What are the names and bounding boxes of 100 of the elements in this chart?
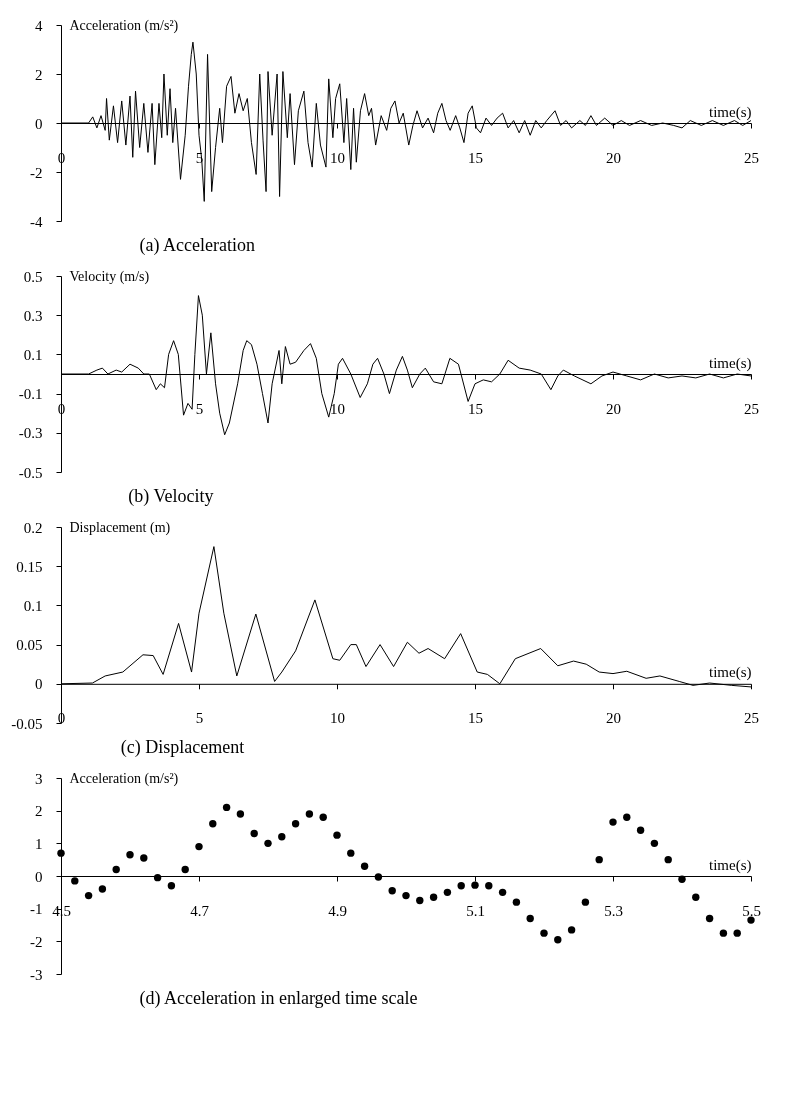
y-tick-label: 1 — [35, 835, 43, 852]
y-tick-label: -2 — [30, 933, 43, 950]
point — [305, 810, 314, 818]
x-tick-label: 5 — [195, 400, 204, 417]
point — [209, 820, 217, 828]
point — [140, 854, 148, 862]
x-tick-label: 10 — [330, 710, 345, 727]
point — [650, 839, 659, 848]
point — [126, 851, 134, 859]
point — [374, 873, 383, 881]
point — [554, 936, 562, 944]
point — [167, 882, 176, 890]
x-tick-label: 25 — [744, 149, 759, 166]
y-tick-label: 0.3 — [23, 307, 43, 324]
x-tick-label: 15 — [468, 400, 483, 417]
x-axis-title: time(s) — [709, 103, 752, 121]
x-tick-label: 5 — [195, 710, 204, 727]
x-axis-title: time(s) — [709, 354, 752, 372]
point — [471, 881, 479, 889]
y-axis-title: Displacement (m) — [69, 519, 171, 536]
text: (c) Displacement — [120, 737, 245, 758]
point — [678, 875, 686, 883]
y-axis-title: Acceleration (m/s²) — [69, 770, 179, 787]
point — [112, 865, 120, 874]
y-tick-label: -0.05 — [11, 715, 43, 732]
point — [457, 882, 465, 890]
x-tick-label: 4.9 — [328, 902, 347, 919]
y-tick-label: 0.5 — [23, 268, 43, 285]
y-tick-label: -2 — [30, 164, 43, 181]
y-tick-label: 0 — [35, 115, 43, 132]
y-tick-label: 0.1 — [23, 597, 43, 614]
point — [429, 893, 438, 901]
point — [705, 914, 714, 923]
point — [153, 873, 162, 882]
x-tick-label: 5.1 — [466, 902, 485, 919]
point — [540, 929, 548, 937]
x-tick-label: 10 — [330, 149, 345, 166]
point — [264, 839, 272, 848]
point — [57, 849, 65, 857]
x-tick-label: 15 — [468, 149, 483, 166]
y-tick-label: -0.3 — [18, 425, 43, 442]
y-tick-label: -0.1 — [18, 386, 43, 403]
x-tick-label: 25 — [744, 400, 759, 417]
y-tick-label: 0.15 — [16, 558, 43, 575]
point — [485, 882, 493, 890]
point — [416, 896, 424, 905]
point — [636, 826, 645, 834]
y-axis-title: Velocity (m/s) — [69, 268, 150, 285]
y-axis-title: Acceleration (m/s²) — [69, 17, 179, 34]
x-tick-label: 10 — [330, 400, 345, 417]
point — [623, 813, 631, 821]
y-tick-label: 0 — [35, 868, 43, 885]
y-tick-label: 4 — [35, 17, 43, 34]
y-tick-label: -0.5 — [18, 464, 43, 481]
y-tick-label: 0.1 — [23, 346, 43, 363]
x-tick-label: 5.5 — [742, 902, 761, 919]
y-tick-label: 0.2 — [23, 519, 43, 536]
point — [222, 803, 231, 812]
y-tick-label: 3 — [35, 770, 43, 787]
point — [747, 916, 755, 924]
y-tick-label: -1 — [30, 901, 43, 918]
text: (a) Acceleration — [139, 235, 255, 256]
point — [84, 891, 93, 900]
x-tick-label: 20 — [606, 400, 621, 417]
point — [181, 865, 189, 874]
point — [692, 893, 700, 901]
y-tick-label: 0 — [35, 676, 43, 693]
point — [236, 810, 245, 818]
point — [319, 813, 327, 821]
point — [71, 877, 79, 885]
point — [333, 831, 341, 839]
text: (b) Velocity — [128, 486, 214, 507]
point — [664, 855, 672, 864]
point — [567, 926, 576, 934]
point — [388, 887, 396, 895]
point — [443, 888, 452, 897]
point — [402, 891, 410, 900]
point — [360, 862, 369, 870]
y-tick-label: 0.05 — [16, 637, 43, 654]
x-axis-title: time(s) — [709, 856, 752, 874]
point — [347, 849, 355, 857]
x-tick-label: 20 — [606, 149, 621, 166]
text: (d) Acceleration in enlarged time scale — [139, 988, 418, 1009]
point — [98, 885, 107, 893]
x-tick-label: 25 — [744, 710, 759, 727]
y-tick-label: -3 — [30, 966, 43, 983]
point — [609, 818, 617, 826]
point — [512, 898, 521, 906]
point — [291, 820, 300, 828]
y-tick-label: 2 — [35, 66, 43, 83]
x-tick-label: 5.3 — [604, 902, 623, 919]
y-tick-label: 2 — [35, 803, 43, 820]
point — [719, 929, 728, 937]
point — [250, 829, 258, 838]
point — [278, 833, 286, 841]
point — [595, 855, 603, 864]
point — [498, 888, 507, 897]
y-tick-label: -4 — [30, 213, 43, 230]
point — [526, 914, 534, 923]
x-axis-title: time(s) — [709, 664, 752, 682]
